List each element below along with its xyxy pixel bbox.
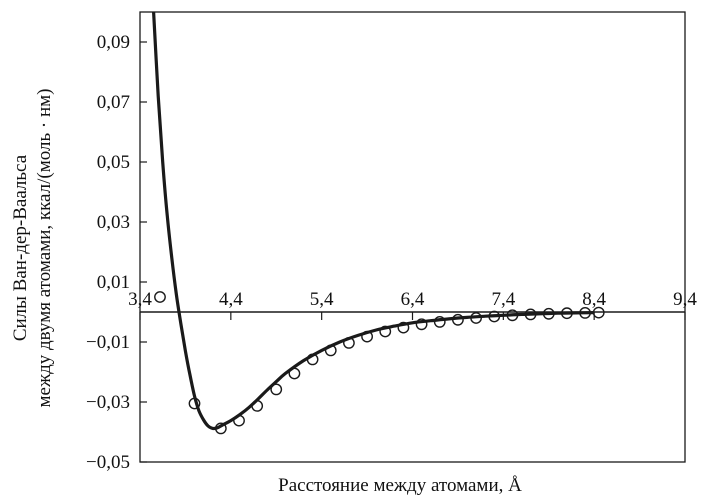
plot-frame — [139, 11, 686, 463]
y-tick-label: −0,01 — [86, 332, 130, 353]
data-point-marker — [397, 321, 410, 334]
y-axis-title-line1: Силы Ван-дер-Ваальса — [10, 154, 31, 341]
data-point-marker — [579, 306, 591, 319]
data-point-marker — [415, 318, 428, 331]
y-tick-label: 0,03 — [97, 212, 130, 233]
potential-curve — [152, 12, 595, 431]
data-point-marker — [524, 308, 537, 321]
x-axis-title: Расстояние между атомами, Å — [278, 475, 522, 496]
data-point-marker — [288, 367, 301, 380]
data-point-marker — [470, 312, 482, 324]
x-tick-label: 4,4 — [219, 289, 243, 310]
data-point-marker — [214, 422, 227, 435]
data-point-marker — [506, 309, 519, 322]
data-point-marker — [452, 313, 464, 326]
y-tick-label: 0,09 — [97, 32, 130, 53]
y-tick-label: −0,05 — [86, 452, 130, 473]
data-point-marker — [343, 336, 355, 349]
data-point-marker — [306, 353, 319, 366]
data-point-marker — [251, 399, 264, 412]
x-tick-label: 7,4 — [491, 289, 515, 310]
data-point-marker — [488, 310, 501, 323]
x-tick-label: 6,4 — [401, 289, 425, 310]
y-tick-label: 0,05 — [97, 152, 130, 173]
data-point-marker — [324, 344, 337, 357]
data-point-marker — [433, 315, 446, 328]
data-point-marker — [379, 325, 392, 338]
data-point-marker — [361, 330, 373, 343]
y-tick-label: 0,07 — [97, 92, 130, 113]
data-point-marker — [154, 291, 166, 303]
x-tick-label: 5,4 — [310, 289, 334, 310]
x-tick-label: 9,4 — [673, 289, 697, 310]
data-point-marker — [561, 307, 573, 320]
y-tick-label: −0,03 — [86, 392, 130, 413]
data-point-marker — [233, 414, 245, 427]
data-point-marker — [270, 383, 283, 396]
data-point-marker — [592, 306, 605, 319]
x-tick-label: 3,4 — [128, 289, 152, 310]
data-point-marker — [542, 307, 555, 320]
data-point-marker — [188, 397, 201, 410]
y-axis-title-line2: между двумя атомами, ккал/(моль · нм) — [34, 88, 55, 407]
y-tick-label: 0,01 — [97, 272, 130, 293]
x-tick-label: 8,4 — [582, 289, 606, 310]
